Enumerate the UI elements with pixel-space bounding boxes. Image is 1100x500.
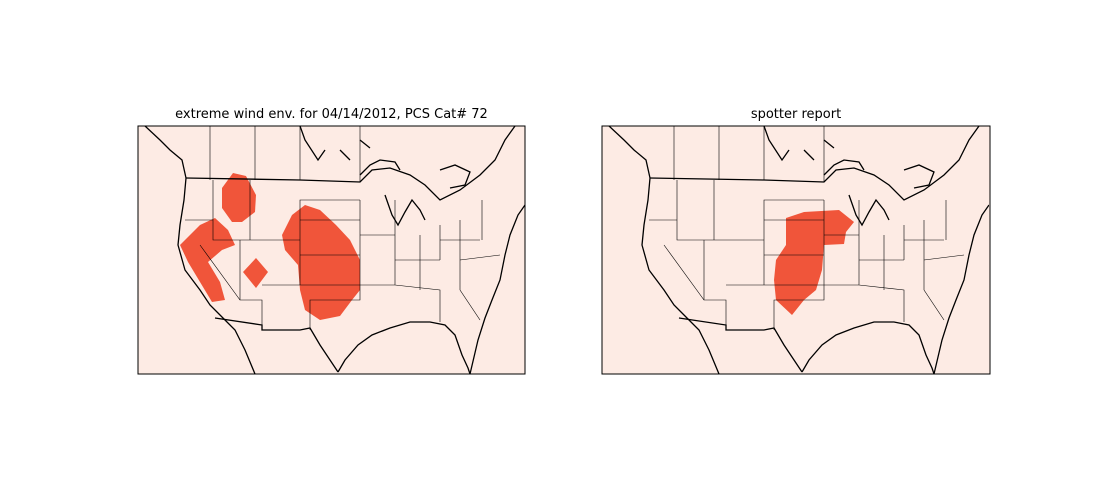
panel-1: extreme wind env. for 04/14/2012, PCS Ca… [137,107,526,375]
map [180,173,360,320]
region [222,173,256,222]
region [282,205,360,320]
panel-title: spotter report [751,107,841,122]
region [180,218,235,302]
panel-2: spotter report [601,107,991,375]
panel-frame [137,125,526,375]
panel-title: extreme wind env. for 04/14/2012, PCS Ca… [175,107,488,122]
map [608,126,989,374]
region [774,210,854,315]
region [243,258,268,288]
panel-frame [601,125,991,375]
